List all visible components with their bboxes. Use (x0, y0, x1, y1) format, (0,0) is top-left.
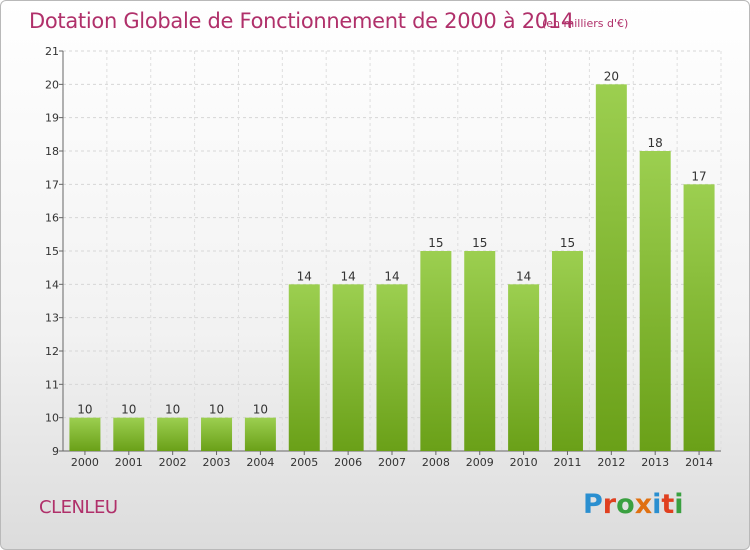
bar-2010 (508, 284, 540, 451)
y-tick-label: 19 (45, 112, 59, 125)
x-tick-label-2004: 2004 (246, 456, 274, 469)
y-tick-label: 9 (52, 445, 59, 458)
chart-subtitle: (en milliers d'€) (542, 17, 629, 30)
x-tick-label-2003: 2003 (203, 456, 231, 469)
commune-name: CLENLEU (39, 497, 118, 518)
value-label-2003: 10 (209, 403, 224, 417)
value-label-2009: 15 (472, 236, 487, 250)
y-tick-label: 17 (45, 178, 59, 191)
x-tick-label-2000: 2000 (71, 456, 99, 469)
bar-2009 (464, 251, 496, 451)
bar-2012 (595, 84, 627, 451)
value-label-2002: 10 (165, 403, 180, 417)
bar-2007 (376, 284, 408, 451)
value-label-2001: 10 (121, 403, 136, 417)
x-tick-label-2006: 2006 (334, 456, 362, 469)
value-label-2006: 14 (340, 269, 355, 283)
value-label-2014: 17 (691, 169, 706, 183)
y-tick-label: 14 (45, 278, 59, 291)
y-tick-label: 18 (45, 145, 59, 158)
value-label-2013: 18 (648, 136, 663, 150)
bar-2006 (332, 284, 364, 451)
x-tick-label-2010: 2010 (510, 456, 538, 469)
x-tick-label-2014: 2014 (685, 456, 713, 469)
logo-letter: x (634, 489, 653, 520)
logo-letter: t (661, 489, 675, 520)
value-label-2008: 15 (428, 236, 443, 250)
value-label-2004: 10 (253, 403, 268, 417)
y-tick-label: 21 (45, 45, 59, 58)
logo-letter: P (583, 489, 603, 520)
x-tick-label-2001: 2001 (115, 456, 143, 469)
y-tick-label: 16 (45, 212, 59, 225)
y-tick-label: 12 (45, 345, 59, 358)
x-tick-label-2002: 2002 (159, 456, 187, 469)
bar-2001 (113, 417, 145, 451)
bar-2011 (551, 251, 583, 451)
logo-letter: i (652, 489, 662, 520)
value-label-2012: 20 (604, 69, 619, 83)
bar-2005 (288, 284, 320, 451)
bar-2013 (639, 151, 671, 451)
y-tick-label: 15 (45, 245, 59, 258)
labels: 10 2000 10 2001 10 2002 10 2003 10 2004 14 2005 14 20… (71, 69, 713, 469)
bar-2002 (157, 417, 189, 451)
value-label-2010: 14 (516, 269, 531, 283)
value-label-2011: 15 (560, 236, 575, 250)
logo-letter: i (674, 489, 684, 520)
x-tick-label-2009: 2009 (466, 456, 494, 469)
bar-2014 (683, 184, 715, 452)
x-tick-label-2011: 2011 (553, 456, 581, 469)
y-tick-label: 20 (45, 78, 59, 91)
bar-2004 (244, 417, 276, 451)
value-label-2005: 14 (297, 269, 312, 283)
y-tick-label: 11 (45, 378, 59, 391)
logo-letter: r (602, 489, 617, 520)
x-tick-label-2013: 2013 (641, 456, 669, 469)
x-tick-label-2007: 2007 (378, 456, 406, 469)
x-tick-label-2012: 2012 (597, 456, 625, 469)
value-label-2007: 14 (384, 269, 399, 283)
logo-letter: o (616, 489, 635, 520)
x-tick-label-2005: 2005 (290, 456, 318, 469)
proxiti-logo[interactable]: Proxiti (583, 489, 684, 520)
value-label-2000: 10 (77, 403, 92, 417)
y-tick-label: 10 (45, 412, 59, 425)
bars (69, 84, 715, 452)
bar-2000 (69, 417, 101, 451)
x-tick-label-2008: 2008 (422, 456, 450, 469)
bar-2008 (420, 251, 452, 451)
chart-title: Dotation Globale de Fonctionnement de 20… (29, 9, 574, 33)
y-tick-label: 13 (45, 312, 59, 325)
bar-2003 (201, 417, 233, 451)
